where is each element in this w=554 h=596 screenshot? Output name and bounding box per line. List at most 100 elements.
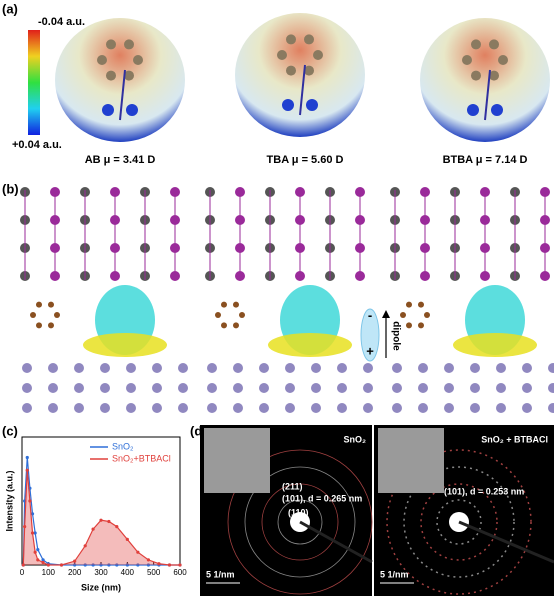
atom <box>126 403 136 413</box>
atom <box>286 65 296 76</box>
atom <box>470 403 480 413</box>
scale-label: 5 1/nm <box>380 569 409 579</box>
atom <box>97 55 107 65</box>
atom <box>444 383 454 393</box>
inset <box>378 428 444 493</box>
ring <box>403 466 515 578</box>
dipole-ellipse <box>360 308 380 362</box>
atom <box>221 301 227 308</box>
atom <box>22 403 32 413</box>
atom <box>259 403 269 413</box>
atom <box>496 363 506 373</box>
atom <box>418 322 424 329</box>
charge-density <box>453 333 537 357</box>
legend-label: SnO₂+BTBACl <box>112 453 171 463</box>
atom <box>54 312 60 318</box>
atom <box>522 363 532 373</box>
atom <box>406 322 412 329</box>
marker <box>146 563 150 567</box>
marker <box>99 518 103 522</box>
esp-surface <box>235 13 365 137</box>
charge-density <box>83 333 167 357</box>
marker <box>59 563 64 567</box>
marker <box>25 468 29 472</box>
atom <box>337 363 347 373</box>
atom <box>311 363 321 373</box>
esp-surface <box>55 18 185 142</box>
marker <box>115 563 119 567</box>
marker <box>107 563 111 567</box>
area <box>23 470 181 565</box>
atom <box>406 301 412 308</box>
dipole-arrowhead <box>382 310 390 318</box>
atom <box>337 383 347 393</box>
atom <box>126 363 136 373</box>
atom <box>233 363 243 373</box>
marker <box>28 499 32 503</box>
x-tick-label: 100 <box>42 568 56 577</box>
marker <box>146 558 150 562</box>
atom <box>233 383 243 393</box>
ring <box>436 499 482 545</box>
marker <box>30 512 35 516</box>
atom <box>285 363 295 373</box>
atom <box>74 383 84 393</box>
marker <box>41 560 45 565</box>
title: SnO₂ + BTBACl <box>481 434 548 444</box>
marker <box>125 563 129 567</box>
marker <box>167 563 172 567</box>
marker <box>46 563 50 567</box>
atom <box>207 383 217 393</box>
ring <box>420 483 498 561</box>
molecule-label: BTBA μ = 7.14 D <box>443 154 528 166</box>
marker <box>33 550 37 554</box>
atom <box>489 70 499 81</box>
annotation: (101), d = 0.265 nm <box>282 493 362 503</box>
marker <box>91 527 95 531</box>
atom <box>48 322 54 329</box>
marker <box>33 531 37 535</box>
atom <box>400 312 406 318</box>
inset <box>204 428 270 493</box>
atom <box>178 363 188 373</box>
dipole-plus: + <box>366 343 374 358</box>
ring <box>244 466 356 578</box>
atom <box>313 50 323 60</box>
atom <box>100 383 110 393</box>
atom <box>363 403 373 413</box>
atom <box>221 322 227 329</box>
marker <box>36 558 40 562</box>
atom <box>74 363 84 373</box>
atom <box>418 301 424 308</box>
atom <box>215 312 221 318</box>
panel-a: (a) -0.04 a.u. +0.04 a.u. AB μ = 3.41 D … <box>2 1 550 166</box>
atom <box>444 363 454 373</box>
panel-label: (c) <box>2 423 18 438</box>
atom <box>392 403 402 413</box>
atom <box>467 104 479 116</box>
atom <box>489 39 499 50</box>
atom <box>311 403 321 413</box>
annotation: (211) <box>282 481 303 491</box>
atom <box>152 363 162 373</box>
esp-surface <box>420 18 550 142</box>
panel-c: (c) 0 100 200 300 400 500 600 Size (nm) Intensit… <box>2 423 187 592</box>
atom <box>470 383 480 393</box>
dipole-vector <box>484 69 491 121</box>
ring <box>277 499 323 545</box>
marker <box>125 537 129 542</box>
atom <box>48 383 58 393</box>
marker <box>136 550 140 554</box>
x-tick-label: 500 <box>147 568 161 577</box>
atom <box>418 363 428 373</box>
charge-density <box>268 333 352 357</box>
marker <box>73 563 77 567</box>
y-axis-label: Intensity (a.u.) <box>4 470 14 531</box>
atom <box>522 383 532 393</box>
atom <box>496 383 506 393</box>
atom <box>259 383 269 393</box>
atom <box>548 403 554 413</box>
atom <box>311 383 321 393</box>
atom <box>363 363 373 373</box>
